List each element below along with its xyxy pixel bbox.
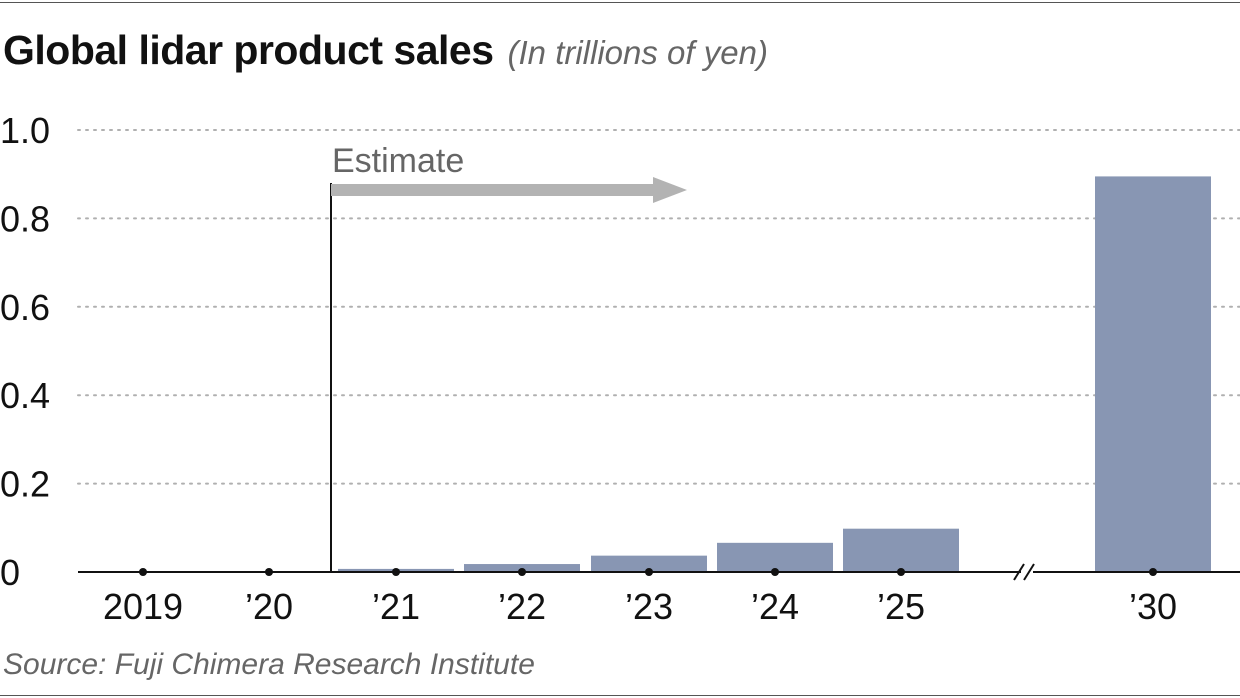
x-tick-dot (1149, 568, 1157, 576)
x-tick-dot (139, 568, 147, 576)
axis-break-mark (1023, 563, 1035, 581)
x-tick-label: ’30 (1129, 586, 1177, 627)
chart-subtitle: (In trillions of yen) (507, 34, 768, 71)
y-tick-label: 0.4 (0, 375, 50, 416)
y-axis-ticks: 0 0.2 0.4 0.6 0.8 1.0 (0, 110, 50, 593)
x-tick-label: ’25 (877, 586, 925, 627)
x-tick-dot (771, 568, 779, 576)
bar (843, 528, 959, 572)
x-tick-dot (265, 568, 273, 576)
y-tick-label: 0.2 (0, 464, 50, 505)
bar (717, 542, 833, 572)
gridlines (77, 129, 1240, 485)
bar (591, 555, 707, 572)
x-tick-label: ’23 (625, 586, 673, 627)
x-axis (78, 563, 1240, 581)
x-tick-dot (518, 568, 526, 576)
source-note: Source: Fuji Chimera Research Institute (3, 648, 535, 681)
x-tick-label: 2019 (103, 586, 183, 627)
x-tick-label: ’20 (245, 586, 293, 627)
x-tick-dot (897, 568, 905, 576)
x-axis-ticks: 2019 ’20 ’21 ’22 ’23 ’24 ’25 ’30 (103, 568, 1177, 627)
x-tick-label: ’24 (751, 586, 799, 627)
x-tick-dot (392, 568, 400, 576)
bars (338, 176, 1211, 572)
x-tick-label: ’22 (498, 586, 546, 627)
y-tick-label: 0.8 (0, 198, 50, 239)
y-tick-label: 0 (0, 552, 20, 593)
bottom-rule (0, 695, 1240, 696)
y-tick-label: 0.6 (0, 287, 50, 328)
chart-title: Global lidar product sales (3, 27, 494, 73)
x-tick-label: ’21 (372, 586, 420, 627)
estimate-arrow-shaft (331, 184, 657, 196)
estimate-arrow-head (653, 177, 687, 203)
bar (1095, 176, 1211, 572)
y-tick-label: 1.0 (0, 110, 50, 151)
axis-break-mark (1013, 563, 1025, 581)
x-tick-dot (645, 568, 653, 576)
estimate-marker: Estimate (330, 142, 687, 572)
estimate-label: Estimate (332, 142, 464, 180)
top-rule (0, 2, 1240, 3)
title-row: Global lidar product sales (In trillions … (3, 30, 768, 71)
